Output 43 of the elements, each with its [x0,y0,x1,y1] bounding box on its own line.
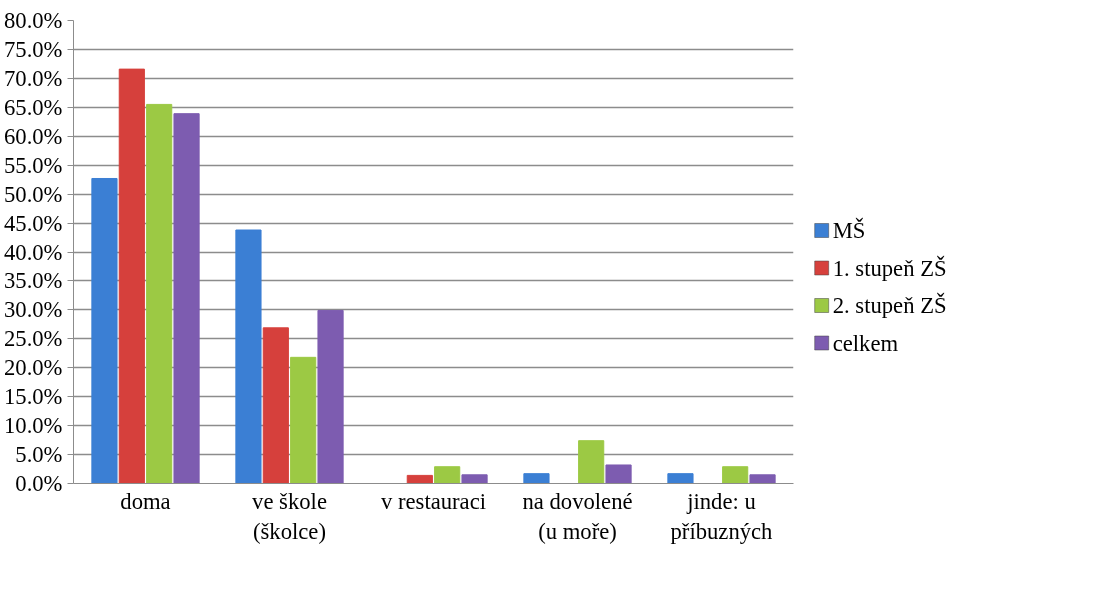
x-tick-label: ve škole (školce) [252,488,327,544]
legend-label: 2. stupeň ZŠ [832,292,947,318]
y-tick-label: 30.0% [3,297,63,323]
bar [722,466,749,484]
bar [605,464,632,484]
y-tick-label: 50.0% [3,181,63,207]
y-tick-label: 70.0% [3,65,63,91]
bar [91,178,118,484]
y-tick-label: 15.0% [3,384,63,410]
x-tick-label: doma [120,488,171,514]
bar [262,327,289,484]
bar [146,103,173,484]
y-tick-label: 80.0% [3,8,63,33]
y-tick-label: 65.0% [3,94,63,120]
y-tick-label: 35.0% [3,268,63,294]
y-tick-label: 0.0% [15,471,63,496]
y-tick-label: 55.0% [3,152,63,178]
y-tick-label: 25.0% [3,326,63,352]
y-tick-label: 45.0% [3,210,63,236]
y-tick-label: 40.0% [3,239,63,265]
bar [173,113,200,484]
bar [235,229,262,484]
bar [461,474,488,484]
bar [667,473,694,484]
bar [578,440,605,484]
y-tick-label: 75.0% [3,36,63,62]
bar [290,356,317,484]
bar [434,466,461,484]
bar [749,474,776,484]
legend-label: celkem [832,330,899,356]
bar [523,473,550,484]
y-tick-label: 10.0% [3,413,63,439]
bar [317,309,344,484]
y-tick-label: 5.0% [15,442,63,468]
x-tick-label: jinde: u příbuzných [670,488,774,544]
x-tick-label: v restauraci [380,488,487,514]
legend-label: 1. stupeň ZŠ [832,254,947,281]
legend-label: MŠ [832,217,866,243]
bar [406,474,433,484]
bar [118,68,145,484]
x-tick-label: na dovolené (u moře) [522,488,633,544]
y-tick-label: 20.0% [3,355,63,381]
y-tick-label: 60.0% [3,123,63,149]
